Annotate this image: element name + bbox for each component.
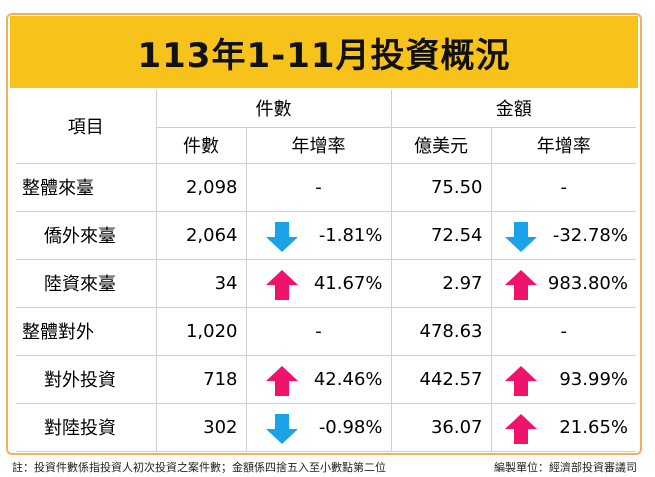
page-title: 113年1-11月投資概況 bbox=[137, 35, 511, 76]
row-label: 僑外來臺 bbox=[44, 226, 116, 247]
table-row: 整體來臺 2,098 - 75.50 - bbox=[16, 162, 636, 212]
amount-growth-cell: 93.99% bbox=[490, 354, 636, 404]
amount-value: 478.63 bbox=[419, 320, 483, 342]
table-body: 整體來臺 2,098 - 75.50 - 僑外來臺 2,064 -1.81% 72.54 -32.… bbox=[16, 162, 636, 452]
header-item: 項目 bbox=[16, 90, 157, 164]
table-row: 對外投資 718 42.46% 442.57 93.99% bbox=[16, 354, 636, 404]
count-cell: 302 bbox=[155, 402, 247, 452]
count-cell: 34 bbox=[155, 258, 247, 308]
count-growth-cell: -1.81% bbox=[245, 210, 392, 260]
table-row: 整體對外 1,020 - 478.63 - bbox=[16, 306, 636, 356]
amount-growth-cell: 983.80% bbox=[490, 258, 636, 308]
count-cell: 1,020 bbox=[155, 306, 247, 356]
table-row: 對陸投資 302 -0.98% 36.07 21.65% bbox=[16, 402, 636, 452]
header-count: 件數 bbox=[156, 126, 247, 164]
amount-value: 75.50 bbox=[430, 176, 483, 198]
row-label-cell: 對陸投資 bbox=[16, 402, 157, 452]
count-value: 34 bbox=[214, 272, 238, 294]
count-value: 718 bbox=[203, 368, 238, 390]
amount-cell: 72.54 bbox=[390, 210, 492, 260]
table-row: 陸資來臺 34 41.67% 2.97 983.80% bbox=[16, 258, 636, 308]
header-amount-growth: 年增率 bbox=[490, 126, 636, 164]
amount-cell: 2.97 bbox=[390, 258, 492, 308]
count-growth-cell: 41.67% bbox=[245, 258, 392, 308]
amount-cell: 478.63 bbox=[390, 306, 492, 356]
amount-growth-value: - bbox=[560, 176, 568, 198]
count-growth-cell: 42.46% bbox=[245, 354, 392, 404]
amount-cell: 75.50 bbox=[390, 162, 492, 212]
amount-growth-value: - bbox=[560, 320, 568, 342]
amount-cell: 442.57 bbox=[390, 354, 492, 404]
count-value: 302 bbox=[203, 416, 238, 438]
amount-growth-cell: -32.78% bbox=[490, 210, 636, 260]
row-label-cell: 對外投資 bbox=[16, 354, 157, 404]
count-value: 2,098 bbox=[185, 176, 238, 198]
count-cell: 2,098 bbox=[155, 162, 247, 212]
down-arrow-icon bbox=[504, 221, 537, 252]
row-label-cell: 整體來臺 bbox=[16, 162, 157, 212]
count-growth-cell: - bbox=[245, 306, 392, 356]
header-group-count: 件數 bbox=[155, 90, 392, 128]
amount-cell: 36.07 bbox=[390, 402, 492, 452]
header-count-growth: 年增率 bbox=[245, 126, 392, 164]
row-label: 整體來臺 bbox=[22, 178, 94, 199]
amount-growth-cell: 21.65% bbox=[490, 402, 636, 452]
amount-value: 36.07 bbox=[430, 416, 483, 438]
amount-value: 72.54 bbox=[430, 224, 483, 246]
count-value: 2,064 bbox=[185, 224, 238, 246]
row-label-cell: 整體對外 bbox=[16, 306, 157, 356]
amount-growth-value: 93.99% bbox=[559, 368, 628, 390]
count-cell: 2,064 bbox=[155, 210, 247, 260]
up-arrow-icon bbox=[265, 269, 298, 300]
count-growth-cell: - bbox=[245, 162, 392, 212]
amount-growth-value: 21.65% bbox=[559, 416, 628, 438]
count-growth-value: - bbox=[315, 320, 322, 342]
count-growth-value: -0.98% bbox=[318, 416, 383, 438]
footnote: 註：投資件數係指投資人初次投資之案件數；金額係四捨五入至小數點第二位 bbox=[12, 461, 386, 474]
header-amount: 億美元 bbox=[390, 126, 492, 164]
investment-table: 項目 件數 金額 件數 年增率 億美元 年增率 整體來臺 2,098 - 75.50 -… bbox=[16, 90, 636, 452]
down-arrow-icon bbox=[265, 413, 298, 444]
count-growth-cell: -0.98% bbox=[245, 402, 392, 452]
title-bar: 113年1-11月投資概況 bbox=[10, 16, 638, 88]
row-label-cell: 陸資來臺 bbox=[16, 258, 157, 308]
header-row-1: 項目 件數 金額 bbox=[16, 90, 636, 164]
amount-value: 442.57 bbox=[419, 368, 483, 390]
up-arrow-icon bbox=[504, 413, 537, 444]
row-label: 對外投資 bbox=[44, 370, 116, 391]
count-cell: 718 bbox=[155, 354, 247, 404]
table-row: 僑外來臺 2,064 -1.81% 72.54 -32.78% bbox=[16, 210, 636, 260]
amount-value: 2.97 bbox=[442, 272, 483, 294]
row-label-cell: 僑外來臺 bbox=[16, 210, 157, 260]
row-label: 對陸投資 bbox=[44, 418, 116, 439]
row-label: 陸資來臺 bbox=[44, 274, 116, 295]
header-group-amount: 金額 bbox=[390, 90, 636, 128]
amount-growth-cell: - bbox=[490, 162, 636, 212]
up-arrow-icon bbox=[504, 365, 537, 396]
amount-growth-cell: - bbox=[490, 306, 636, 356]
down-arrow-icon bbox=[265, 221, 298, 252]
count-value: 1,020 bbox=[185, 320, 238, 342]
count-growth-value: 42.46% bbox=[313, 368, 383, 390]
up-arrow-icon bbox=[504, 269, 537, 300]
compiler-note: 編製單位：經濟部投資審議司 bbox=[494, 461, 637, 474]
count-growth-value: -1.81% bbox=[318, 224, 383, 246]
count-growth-value: 41.67% bbox=[313, 272, 383, 294]
count-growth-value: - bbox=[315, 176, 322, 198]
amount-growth-value: -32.78% bbox=[552, 224, 628, 246]
up-arrow-icon bbox=[265, 365, 298, 396]
row-label: 整體對外 bbox=[22, 322, 94, 343]
amount-growth-value: 983.80% bbox=[547, 272, 628, 294]
